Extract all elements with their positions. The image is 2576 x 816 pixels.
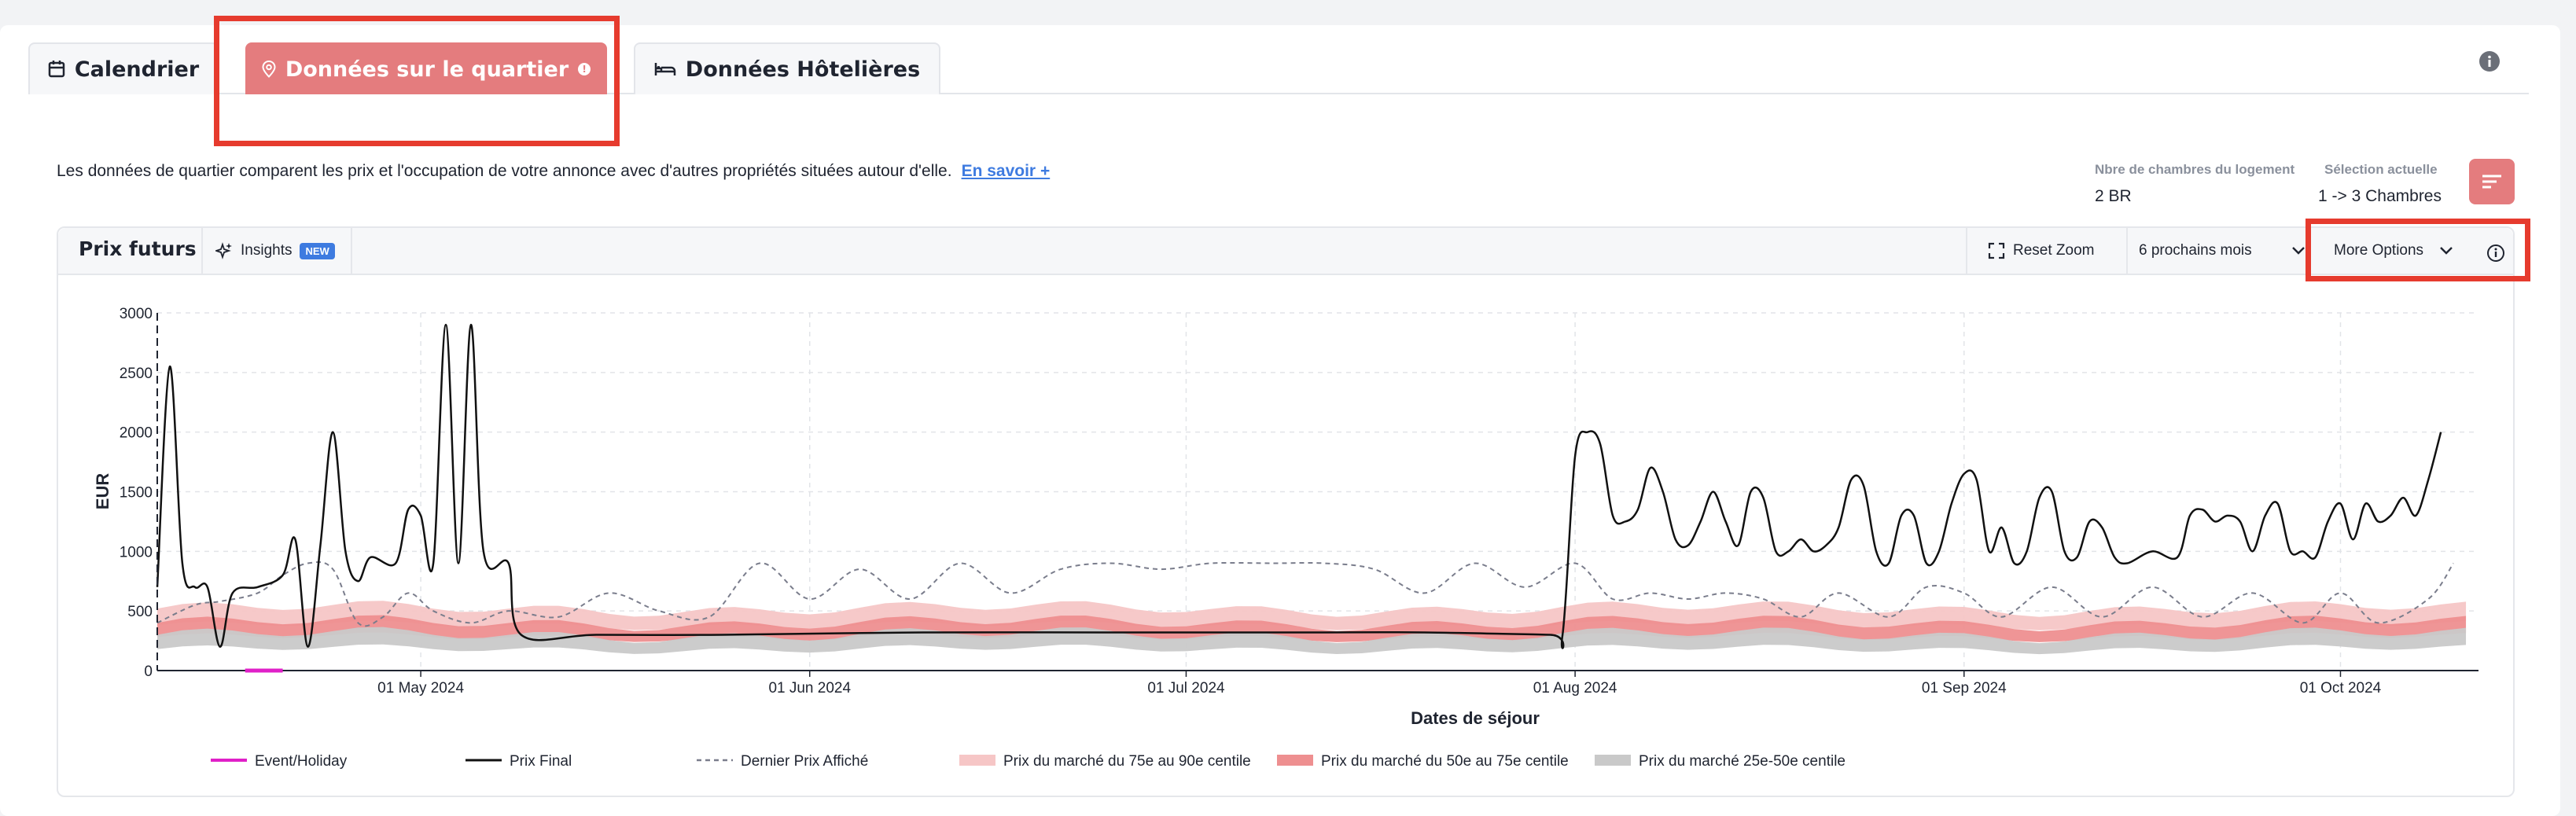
tab-label: Données Hôtelières: [685, 57, 921, 82]
more-options-button[interactable]: More Options: [2334, 228, 2453, 274]
info-dot-icon: !: [578, 63, 591, 75]
selection-value: 1 -> 3 Chambres: [2318, 187, 2442, 205]
sort-filter-icon: [2482, 175, 2501, 189]
new-badge: NEW: [300, 242, 335, 259]
tab-label: Données sur le quartier: [285, 57, 569, 82]
more-options-label: More Options: [2334, 242, 2424, 259]
intro-description: Les données de quartier comparent les pr…: [57, 162, 952, 180]
chart-title: Prix futurs: [79, 237, 197, 260]
rooms-label: Nbre de chambres du logement: [2095, 162, 2295, 177]
tab-calendrier[interactable]: Calendrier: [28, 42, 219, 94]
chevron-down-icon: [2440, 247, 2453, 255]
reset-zoom-label: Reset Zoom: [2013, 242, 2095, 259]
insights-button[interactable]: Insights NEW: [215, 228, 335, 274]
selection-label: Sélection actuelle: [2324, 162, 2438, 177]
highlight-box-tab: [214, 16, 620, 146]
chart-toolbar: Prix futurs Insights NEW Reset Zoom 6 pr…: [58, 228, 2513, 275]
filter-button[interactable]: [2469, 159, 2515, 204]
intro-text: Les données de quartier comparent les pr…: [57, 162, 1050, 181]
sparkle-icon: [215, 242, 232, 259]
learn-more-link[interactable]: En savoir +: [961, 162, 1051, 180]
tab-donnees-quartier[interactable]: Données sur le quartier !: [245, 42, 607, 94]
bed-icon: [654, 63, 676, 75]
page-info-icon[interactable]: [2478, 50, 2501, 72]
tab-label: Calendrier: [74, 57, 200, 82]
map-pin-icon: [262, 61, 276, 78]
highlight-box-more-options: [2306, 219, 2530, 281]
tab-donnees-hotelieres[interactable]: Données Hôtelières: [634, 42, 940, 94]
insights-label: Insights: [241, 242, 293, 259]
period-label: 6 prochains mois: [2139, 242, 2252, 259]
expand-icon: [1988, 242, 2005, 259]
chart-info-icon[interactable]: [2486, 244, 2505, 263]
chevron-down-icon: [2291, 247, 2305, 255]
period-select[interactable]: 6 prochains mois: [2139, 228, 2306, 274]
calendar-icon: [48, 61, 65, 78]
rooms-value: 2 BR: [2095, 187, 2132, 205]
chart-panel: Prix futurs Insights NEW Reset Zoom 6 pr…: [57, 226, 2515, 797]
tab-bar: Calendrier Données sur le quartier ! Don…: [28, 42, 2529, 94]
reset-zoom-button[interactable]: Reset Zoom: [1988, 228, 2094, 274]
